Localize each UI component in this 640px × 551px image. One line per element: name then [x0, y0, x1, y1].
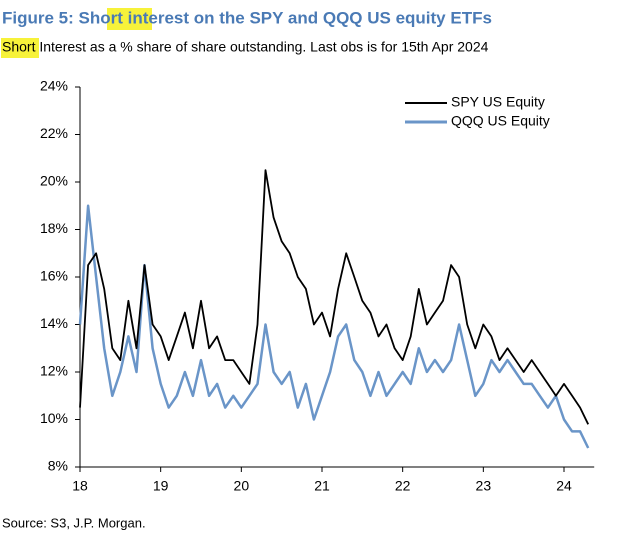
series-line	[79, 169, 590, 425]
series-line	[78, 204, 590, 449]
y-tick-label: 24%	[40, 78, 68, 94]
legend-label: SPY US Equity	[451, 94, 545, 110]
highlight	[1, 38, 39, 58]
y-tick-label: 14%	[40, 315, 68, 331]
y-tick-label: 18%	[40, 220, 68, 236]
source: Source: S3, J.P. Morgan.	[2, 515, 146, 530]
chart-subtitle: Short Interest as a % share of share out…	[2, 39, 489, 55]
y-tick-label: 8%	[48, 458, 68, 474]
x-tick-label: 18	[72, 478, 88, 494]
x-tick-label: 22	[395, 478, 411, 494]
x-tick-label: 24	[556, 478, 572, 494]
y-tick-label: 12%	[40, 363, 68, 379]
x-tick-label: 23	[476, 478, 492, 494]
x-tick-label: 21	[314, 478, 330, 494]
x-tick-label: 20	[234, 478, 250, 494]
y-tick-label: 20%	[40, 173, 68, 189]
chart-title: Figure 5: Short interest on the SPY and …	[2, 8, 492, 27]
y-tick-label: 10%	[40, 410, 68, 426]
legend-label: QQQ US Equity	[451, 113, 550, 129]
y-tick-label: 16%	[40, 268, 68, 284]
x-tick-label: 19	[153, 478, 169, 494]
highlight	[107, 8, 152, 30]
y-tick-label: 22%	[40, 125, 68, 141]
